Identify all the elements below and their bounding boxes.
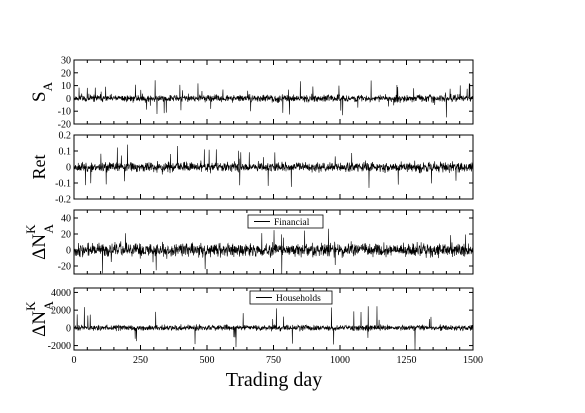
x-tick-label: 1250 <box>397 355 417 366</box>
legend-box <box>249 290 333 305</box>
series-line <box>73 144 474 188</box>
y-tick-label: 2000 <box>51 306 71 317</box>
y-axis-label: Ret <box>29 155 49 180</box>
y-axis-label: ΔNK A <box>23 301 56 337</box>
legend-entry: Financial <box>274 218 310 228</box>
y-tick-label: -10 <box>58 107 71 118</box>
panel-3: -20 0 20 40 Financial ΔNK A <box>23 209 474 275</box>
x-axis-label: Trading day <box>226 369 322 391</box>
y-tick-label: -0.1 <box>55 179 71 190</box>
panel-frame <box>73 59 474 125</box>
y-axis-label: ΔNK A <box>23 224 56 260</box>
y-axis-label: SA <box>29 81 55 102</box>
y-tick-label: -0.2 <box>55 195 71 206</box>
y-tick-label: 30 <box>61 56 71 67</box>
x-tick-label: 750 <box>266 355 281 366</box>
y-tick-label: 40 <box>61 214 71 225</box>
y-tick-label: 20 <box>61 68 71 79</box>
y-tick-label: 0 <box>66 323 71 334</box>
y-tick-label: 10 <box>61 81 71 92</box>
y-tick-label: -2000 <box>48 341 71 352</box>
y-tick-label: 0 <box>66 246 71 257</box>
chart-panels: -20-100102030SA-0.2-0.100.10.2Ret-200204… <box>23 56 483 367</box>
y-tick-label: 0 <box>66 94 71 105</box>
y-tick-label: -20 <box>58 262 71 273</box>
legend-entry: Households <box>276 294 321 304</box>
x-tick-label: 250 <box>133 355 148 366</box>
panel-2: -0.2 -0.1 0 0.1 0.2 Ret <box>29 131 474 206</box>
x-tick-label: 500 <box>200 355 215 366</box>
y-tick-label: -20 <box>58 120 71 131</box>
legend-box <box>247 214 324 229</box>
series-line <box>73 306 474 350</box>
y-tick-label: 20 <box>61 230 71 241</box>
y-tick-label: 0.1 <box>59 147 72 158</box>
x-tick-label: 0 <box>72 355 77 366</box>
x-tick-label: 1500 <box>463 355 483 366</box>
y-tick-label: 0.2 <box>59 131 72 142</box>
y-tick-label: 4000 <box>51 288 71 299</box>
series-line <box>73 80 474 118</box>
y-tick-label: 0 <box>66 163 71 174</box>
series-line <box>73 228 474 274</box>
x-tick-label: 1000 <box>330 355 350 366</box>
